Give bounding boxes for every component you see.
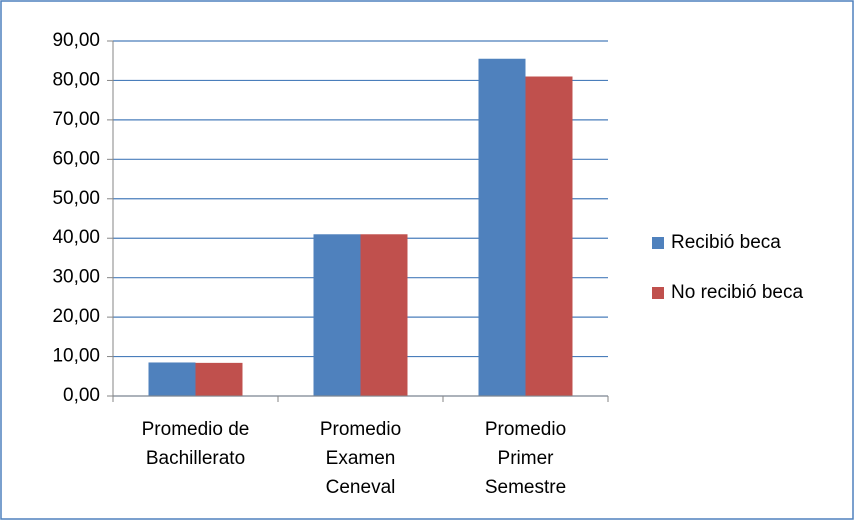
y-tick-label: 10,00 bbox=[52, 346, 100, 367]
y-tick-label: 80,00 bbox=[52, 69, 100, 90]
y-tick-label: 70,00 bbox=[52, 109, 100, 130]
bar bbox=[195, 362, 243, 396]
y-tick-label: 90,00 bbox=[52, 30, 100, 51]
x-tick-label: Promedio Primer Semestre bbox=[484, 419, 567, 498]
bar bbox=[525, 76, 573, 396]
legend-swatch bbox=[652, 237, 664, 249]
x-tick-label: Promedio Examen Ceneval bbox=[319, 419, 402, 498]
y-tick-label: 40,00 bbox=[52, 227, 100, 248]
y-tick-label: 50,00 bbox=[52, 188, 100, 209]
x-tick-label: Promedio de Bachillerato bbox=[141, 419, 250, 469]
bar bbox=[148, 362, 196, 396]
bar bbox=[478, 58, 526, 396]
bar bbox=[360, 234, 408, 396]
y-tick-label: 60,00 bbox=[52, 148, 100, 169]
y-tick-label: 30,00 bbox=[52, 267, 100, 288]
y-tick-label: 0,00 bbox=[63, 385, 100, 406]
y-tick-label: 20,00 bbox=[52, 306, 100, 327]
legend-label: Recibió beca bbox=[671, 232, 781, 253]
bar bbox=[313, 234, 361, 396]
legend-swatch bbox=[652, 287, 664, 299]
legend-label: No recibió beca bbox=[671, 282, 803, 303]
